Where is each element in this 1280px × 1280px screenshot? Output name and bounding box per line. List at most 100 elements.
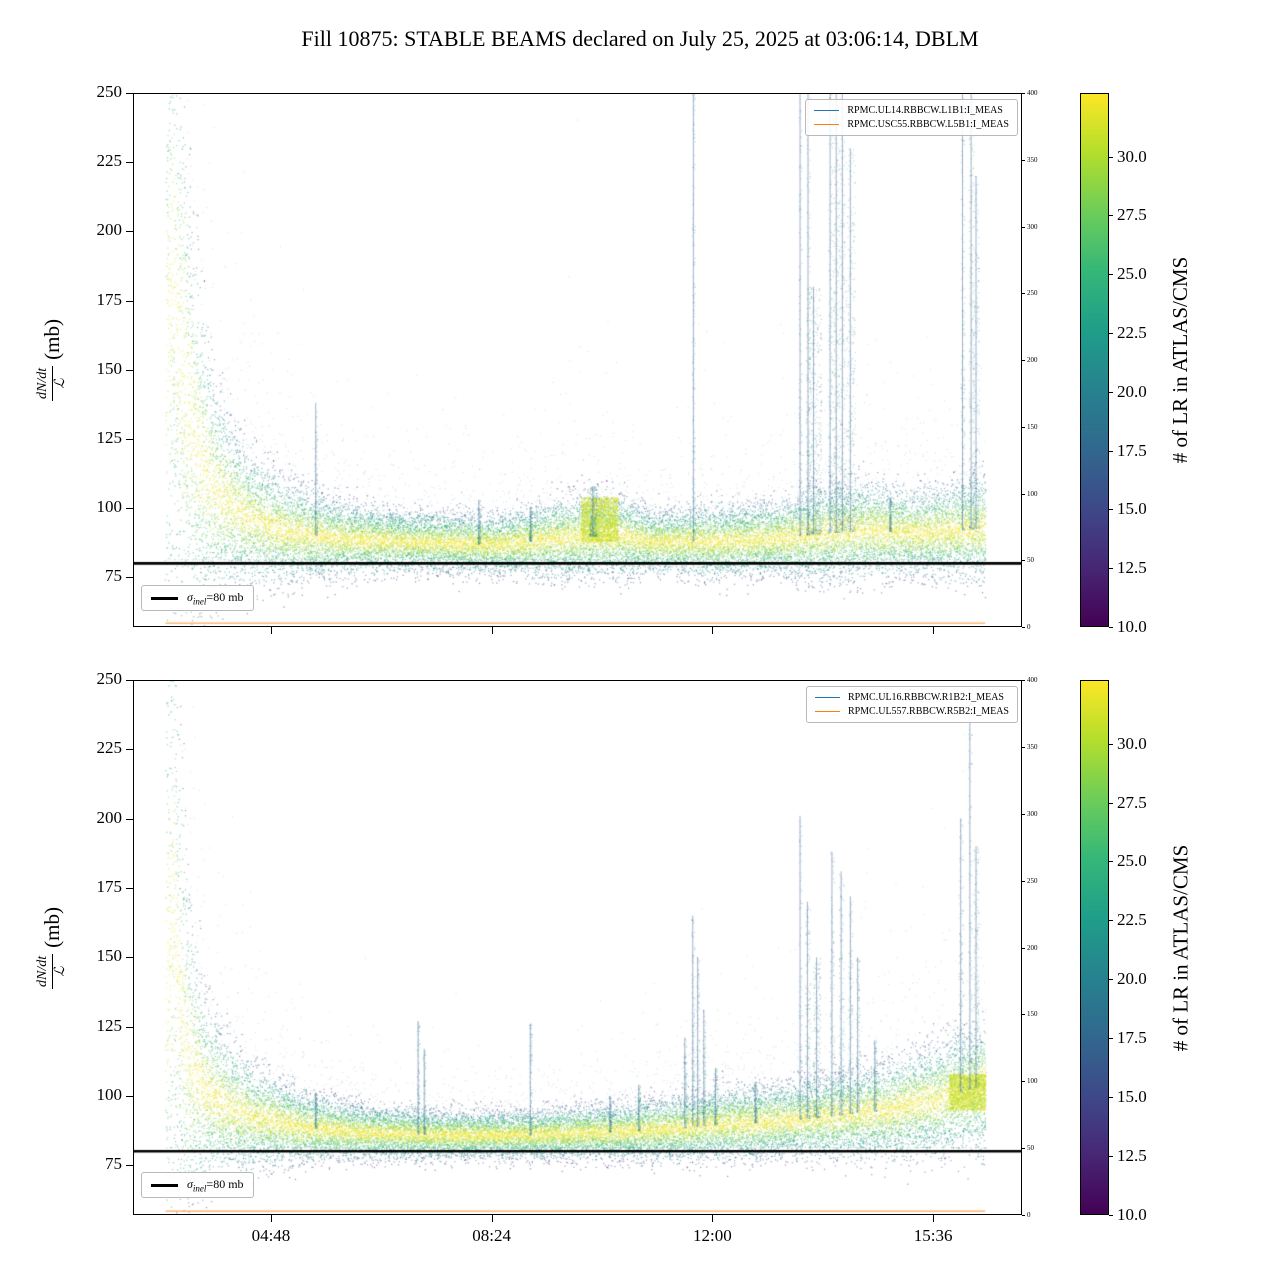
legend-item-label: RPMC.UL14.RBBCW.L1B1:I_MEAS	[847, 105, 1003, 116]
legend-item: RPMC.UL557.RBBCW.R5B2:I_MEAS	[814, 706, 1009, 717]
y-tick-mark	[126, 369, 133, 371]
y-tick-label: 250	[96, 82, 123, 101]
plot-area-bottom	[133, 680, 1022, 1215]
y-tick-label: 75	[105, 566, 122, 586]
right-axis-tick-label: 250	[1027, 876, 1038, 885]
colorbar-tick-mark	[1109, 450, 1113, 452]
right-axis-tick-mark	[1022, 293, 1025, 295]
y-tick-mark	[126, 438, 133, 440]
colorbar-tick-mark	[1109, 215, 1113, 217]
y-axis-denominator: ℒ	[52, 378, 68, 389]
legend-item: RPMC.USC55.RBBCW.L5B1:I_MEAS	[814, 119, 1009, 130]
sigma-value: =80 mb	[206, 590, 244, 604]
right-axis-tick-mark	[1022, 813, 1025, 815]
right-axis-tick-label: 100	[1027, 489, 1038, 498]
sigma-inel-legend: σinel=80 mb	[141, 585, 254, 612]
colorbar-tick-mark	[1109, 1156, 1113, 1158]
colorbar-tick-label: 15.0	[1117, 1087, 1147, 1107]
right-axis-tick-mark	[1022, 1215, 1025, 1216]
y-axis-numerator: dN/dt	[35, 953, 53, 989]
colorbar-tick-mark	[1109, 391, 1113, 393]
colorbar-tick-label: 30.0	[1117, 146, 1147, 166]
right-axis-tick-mark	[1022, 1014, 1025, 1016]
axes-frame	[133, 93, 1022, 627]
right-axis-tick-label: 0	[1027, 1211, 1031, 1219]
y-axis-fraction: dN/dt ℒ	[35, 365, 68, 401]
colorbar-tick-mark	[1109, 743, 1113, 745]
colorbar-tick-mark	[1109, 156, 1113, 158]
y-tick-mark	[126, 508, 133, 510]
colorbar-tick-mark	[1109, 1215, 1113, 1216]
colorbar-frame	[1080, 93, 1109, 627]
legend-line-sample	[814, 124, 840, 125]
y-tick-mark	[126, 749, 133, 751]
right-axis-tick-mark	[1022, 360, 1025, 361]
y-tick-mark	[126, 231, 133, 233]
colorbar-tick-mark	[1109, 568, 1113, 570]
legend-item-label: RPMC.UL16.RBBCW.R1B2:I_MEAS	[847, 692, 1004, 703]
colorbar-tick-label: 20.0	[1117, 969, 1147, 989]
y-tick-mark	[126, 577, 133, 579]
right-axis-tick-label: 100	[1027, 1077, 1038, 1086]
right-axis-tick-mark	[1022, 746, 1025, 748]
right-axis-tick-label: 50	[1027, 556, 1034, 565]
colorbar-tick-mark	[1109, 1097, 1113, 1099]
sigma-inel-legend: σinel=80 mb	[141, 1172, 254, 1199]
right-axis-tick-label: 350	[1027, 155, 1038, 164]
colorbar-tick-label: 22.5	[1117, 910, 1147, 930]
right-axis-tick-label: 400	[1027, 676, 1038, 684]
colorbar-gradient	[1080, 680, 1109, 1215]
legend-line-sample	[814, 697, 840, 698]
right-axis-tick-label: 150	[1027, 422, 1038, 431]
y-tick-mark	[126, 162, 133, 164]
y-tick-label: 125	[96, 1015, 123, 1035]
right-axis-tick-label: 400	[1027, 89, 1038, 97]
x-tick-label: 08:24	[472, 1226, 512, 1245]
right-axis-tick-mark	[1022, 880, 1025, 882]
colorbar-tick-label: 27.5	[1117, 205, 1147, 225]
x-tick-label: 04:48	[251, 1226, 291, 1245]
figure-title: Fill 10875: STABLE BEAMS declared on Jul…	[301, 26, 979, 51]
colorbar-tick-label: 17.5	[1117, 440, 1147, 460]
y-tick-mark	[126, 1095, 133, 1097]
colorbar-tick-label: 10.0	[1117, 617, 1147, 636]
colorbar-tick-mark	[1109, 979, 1113, 981]
right-axis-tick-label: 350	[1027, 742, 1038, 751]
right-axis-tick-label: 50	[1027, 1144, 1034, 1153]
y-tick-label: 150	[96, 946, 123, 966]
right-axis-tick-label: 300	[1027, 222, 1038, 231]
colorbar-tick-mark	[1109, 627, 1113, 628]
colorbar-tick-mark	[1109, 920, 1113, 922]
colorbar-axis-label: # of LR in ATLAS/CMS	[1168, 844, 1192, 1051]
y-tick-label: 250	[96, 669, 123, 688]
colorbar-tick-mark	[1109, 861, 1113, 863]
sigma-value: =80 mb	[206, 1177, 244, 1191]
y-axis-fraction: dN/dt ℒ	[35, 953, 68, 989]
right-axis-tick-mark	[1022, 680, 1025, 681]
colorbar-tick-label: 15.0	[1117, 499, 1147, 519]
right-axis-tick-mark	[1022, 947, 1025, 949]
y-axis-unit: (mb)	[39, 906, 64, 948]
y-tick-label: 175	[96, 876, 123, 896]
x-tick-mark	[270, 627, 272, 634]
y-axis-label-top: dN/dt ℒ (mb)	[32, 270, 72, 450]
y-tick-label: 125	[96, 427, 123, 447]
y-tick-mark	[126, 957, 133, 959]
y-tick-mark	[126, 93, 133, 94]
colorbar-tick-mark	[1109, 802, 1113, 804]
x-tick-mark	[491, 1215, 493, 1222]
right-axis-tick-label: 300	[1027, 809, 1038, 818]
sigma-line-sample	[151, 1183, 178, 1187]
sigma-label: σinel=80 mb	[187, 1177, 244, 1193]
sigma-line-sample	[151, 596, 178, 600]
right-axis-tick-mark	[1022, 226, 1025, 228]
y-tick-label: 225	[96, 738, 123, 758]
y-tick-mark	[126, 680, 133, 681]
colorbar-tick-mark	[1109, 274, 1113, 276]
colorbar-tick-label: 22.5	[1117, 322, 1147, 342]
x-tick-mark	[712, 1215, 714, 1222]
right-axis-tick-mark	[1022, 426, 1025, 428]
colorbar-tick-label: 10.0	[1117, 1205, 1147, 1224]
